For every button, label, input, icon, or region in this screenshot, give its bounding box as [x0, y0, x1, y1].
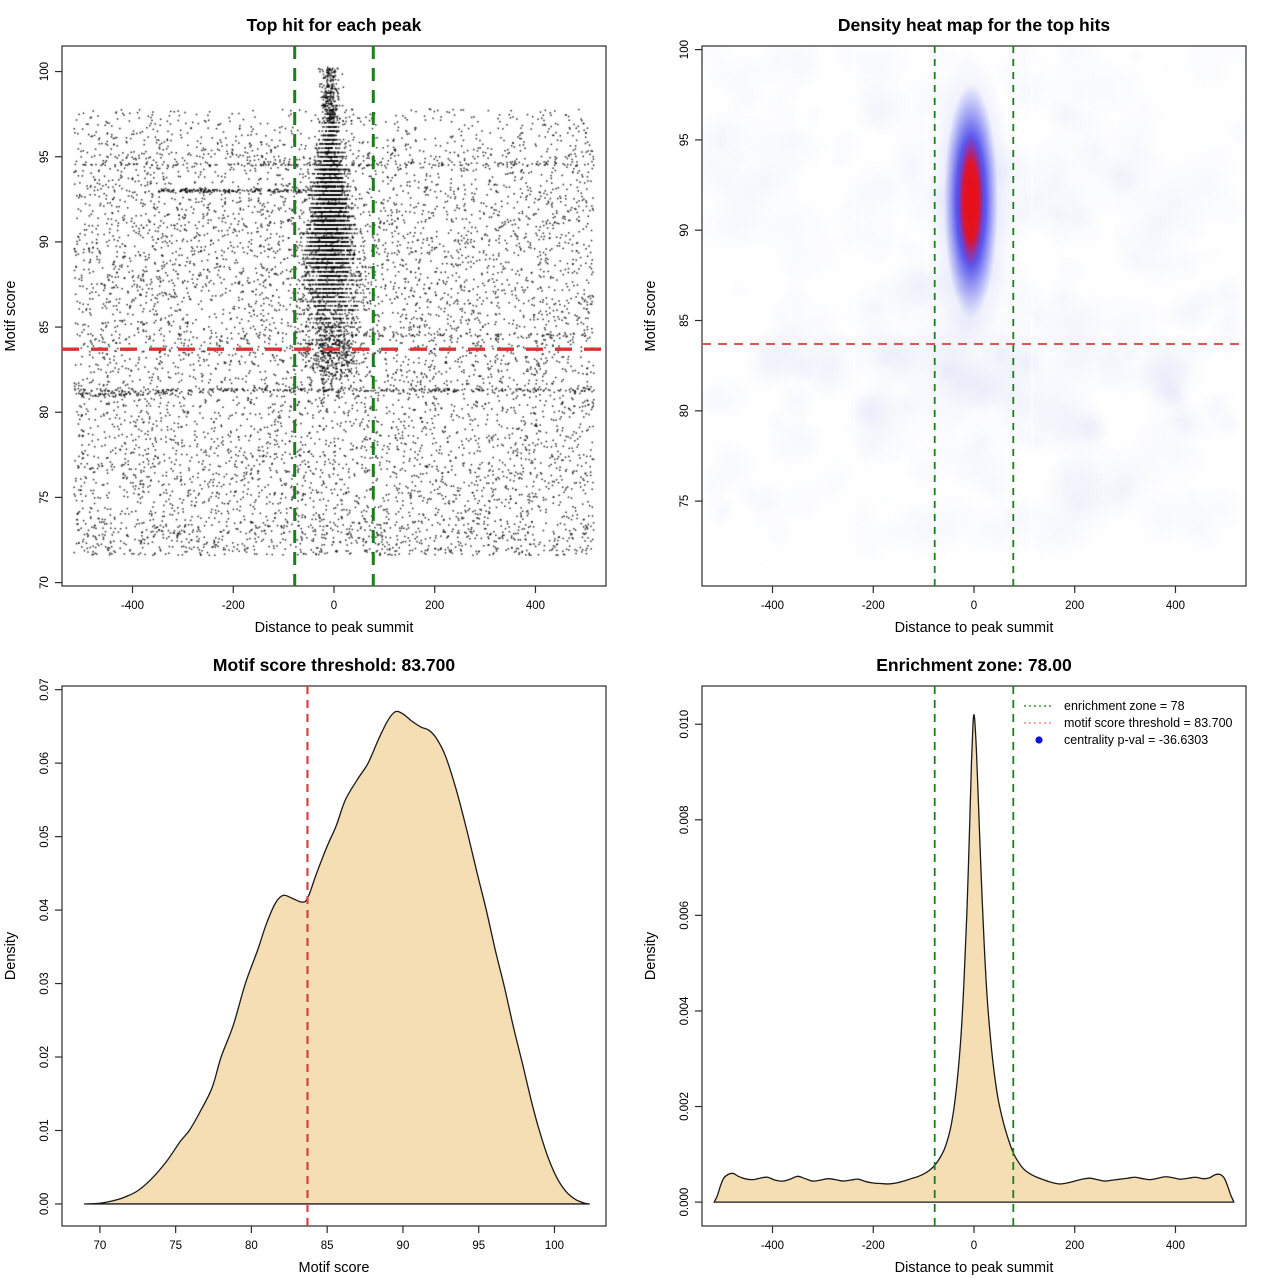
y-tick-label: 0.000	[679, 1188, 691, 1217]
threshold-lines	[702, 46, 1246, 586]
y-tick-label: 80	[39, 406, 51, 419]
y-tick-label: 0.01	[39, 1119, 51, 1141]
x-tick-label: 90	[397, 1240, 410, 1252]
y-tick-label: 90	[679, 224, 691, 237]
x-tick-label: 400	[526, 600, 545, 612]
plot-box	[701, 45, 1247, 587]
y-tick-label: 85	[39, 321, 51, 334]
legend-blue-dot-swatch	[1035, 736, 1043, 744]
x-tick-label: 200	[1065, 1240, 1084, 1252]
x-axis-title: Distance to peak summit	[895, 1260, 1054, 1276]
y-axis-title: Motif score	[643, 281, 659, 352]
panel-motif-score-density: 70 75 80 85 90 95 100 0.00 0.01 0.02 0.03 0.04 0.05 0…	[0, 640, 640, 1280]
legend-label-enrichment-zone: enrichment zone = 78	[1064, 699, 1185, 713]
panel-density-heatmap: -400 -200 0 200 400 75 80 85 90 95 100 Density hea…	[640, 0, 1280, 640]
threshold-lines	[933, 686, 1015, 1226]
x-tick-label: -200	[862, 600, 885, 612]
y-tick-label: 0.002	[679, 1092, 691, 1121]
x-tick-label: 100	[545, 1240, 564, 1252]
axes: -400 -200 0 200 400 75 80 85 90 95 100	[679, 40, 1247, 612]
y-tick-label: 0.00	[39, 1193, 51, 1215]
y-tick-label: 0.004	[679, 996, 691, 1025]
panel-title: Enrichment zone: 78.00	[876, 655, 1072, 675]
y-tick-label: 0.008	[679, 805, 691, 834]
legend: enrichment zone = 78 motif score thresho…	[1024, 699, 1233, 747]
y-tick-label: 0.06	[39, 752, 51, 774]
x-tick-label: -400	[761, 600, 784, 612]
axes: -400 -200 0 200 400 0.000 0.002 0.004 0.006 0.008…	[679, 685, 1247, 1252]
x-axis-title: Distance to peak summit	[255, 620, 414, 636]
x-tick-label: 0	[331, 600, 337, 612]
panel-title: Density heat map for the top hits	[838, 15, 1111, 35]
legend-label-centrality-pval: centrality p-val = -36.6303	[1064, 733, 1208, 747]
density-curve	[713, 714, 1235, 1203]
heatmap-plot-svg: -400 -200 0 200 400 75 80 85 90 95 100 Density hea…	[643, 15, 1247, 636]
panel-scatter-top-hits: -400 -200 0 200 400 70 75 80 85 90 95 100 Top hit f…	[0, 0, 640, 640]
y-tick-label: 0.05	[39, 825, 51, 847]
x-tick-label: 200	[425, 600, 444, 612]
scatter-plot-svg: -400 -200 0 200 400 70 75 80 85 90 95 100 Top hit f…	[3, 15, 607, 636]
y-axis-title: Density	[643, 931, 659, 980]
y-tick-label: 0.03	[39, 972, 51, 994]
x-tick-label: 75	[169, 1240, 182, 1252]
x-tick-label: 400	[1166, 600, 1185, 612]
y-tick-label: 95	[39, 150, 51, 163]
scatter-points-canvas	[0, 0, 640, 640]
x-tick-label: -200	[862, 1240, 885, 1252]
x-tick-label: -200	[222, 600, 245, 612]
axes: -400 -200 0 200 400 70 75 80 85 90 95 100	[39, 45, 607, 612]
y-tick-label: 75	[39, 491, 51, 504]
x-tick-label: 0	[971, 1240, 977, 1252]
x-tick-label: 0	[971, 600, 977, 612]
y-tick-label: 80	[679, 404, 691, 417]
x-tick-label: 95	[472, 1240, 485, 1252]
x-tick-label: -400	[121, 600, 144, 612]
x-tick-label: 85	[321, 1240, 334, 1252]
y-axis-title: Motif score	[3, 281, 19, 352]
density-area	[84, 710, 590, 1205]
y-tick-label: 0.02	[39, 1046, 51, 1068]
y-tick-label: 100	[39, 62, 51, 81]
plot-box	[61, 45, 607, 587]
y-axis-title: Density	[3, 931, 19, 980]
enrichment-density-svg: -400 -200 0 200 400 0.000 0.002 0.004 0.006 0.008…	[643, 655, 1247, 1276]
y-tick-label: 0.006	[679, 901, 691, 930]
y-tick-label: 95	[679, 134, 691, 147]
y-tick-label: 70	[39, 576, 51, 589]
heatmap-canvas	[640, 0, 1280, 640]
y-tick-label: 0.010	[679, 710, 691, 739]
x-tick-label: 200	[1065, 600, 1084, 612]
y-tick-label: 90	[39, 236, 51, 249]
density-area	[713, 714, 1235, 1203]
y-tick-label: 0.07	[39, 678, 51, 700]
legend-label-motif-threshold: motif score threshold = 83.700	[1064, 716, 1233, 730]
x-tick-label: 400	[1166, 1240, 1185, 1252]
x-tick-label: 80	[245, 1240, 258, 1252]
x-tick-label: 70	[93, 1240, 106, 1252]
threshold-lines	[62, 46, 606, 586]
panel-enrichment-zone-density: -400 -200 0 200 400 0.000 0.002 0.004 0.006 0.008…	[640, 640, 1280, 1280]
y-tick-label: 85	[679, 314, 691, 327]
plot-box	[61, 685, 607, 1227]
panel-title: Motif score threshold: 83.700	[213, 655, 455, 675]
x-tick-label: -400	[761, 1240, 784, 1252]
y-tick-label: 75	[679, 495, 691, 508]
x-axis-title: Motif score	[299, 1260, 370, 1276]
y-tick-label: 0.04	[39, 898, 51, 921]
motif-score-density-svg: 70 75 80 85 90 95 100 0.00 0.01 0.02 0.03 0.04 0.05 0…	[3, 655, 607, 1276]
x-axis-title: Distance to peak summit	[895, 620, 1054, 636]
panel-title: Top hit for each peak	[247, 15, 422, 35]
axes: 70 75 80 85 90 95 100 0.00 0.01 0.02 0.03 0.04 0.05 0…	[39, 678, 607, 1252]
density-curve	[84, 710, 590, 1205]
y-tick-label: 100	[679, 40, 691, 59]
